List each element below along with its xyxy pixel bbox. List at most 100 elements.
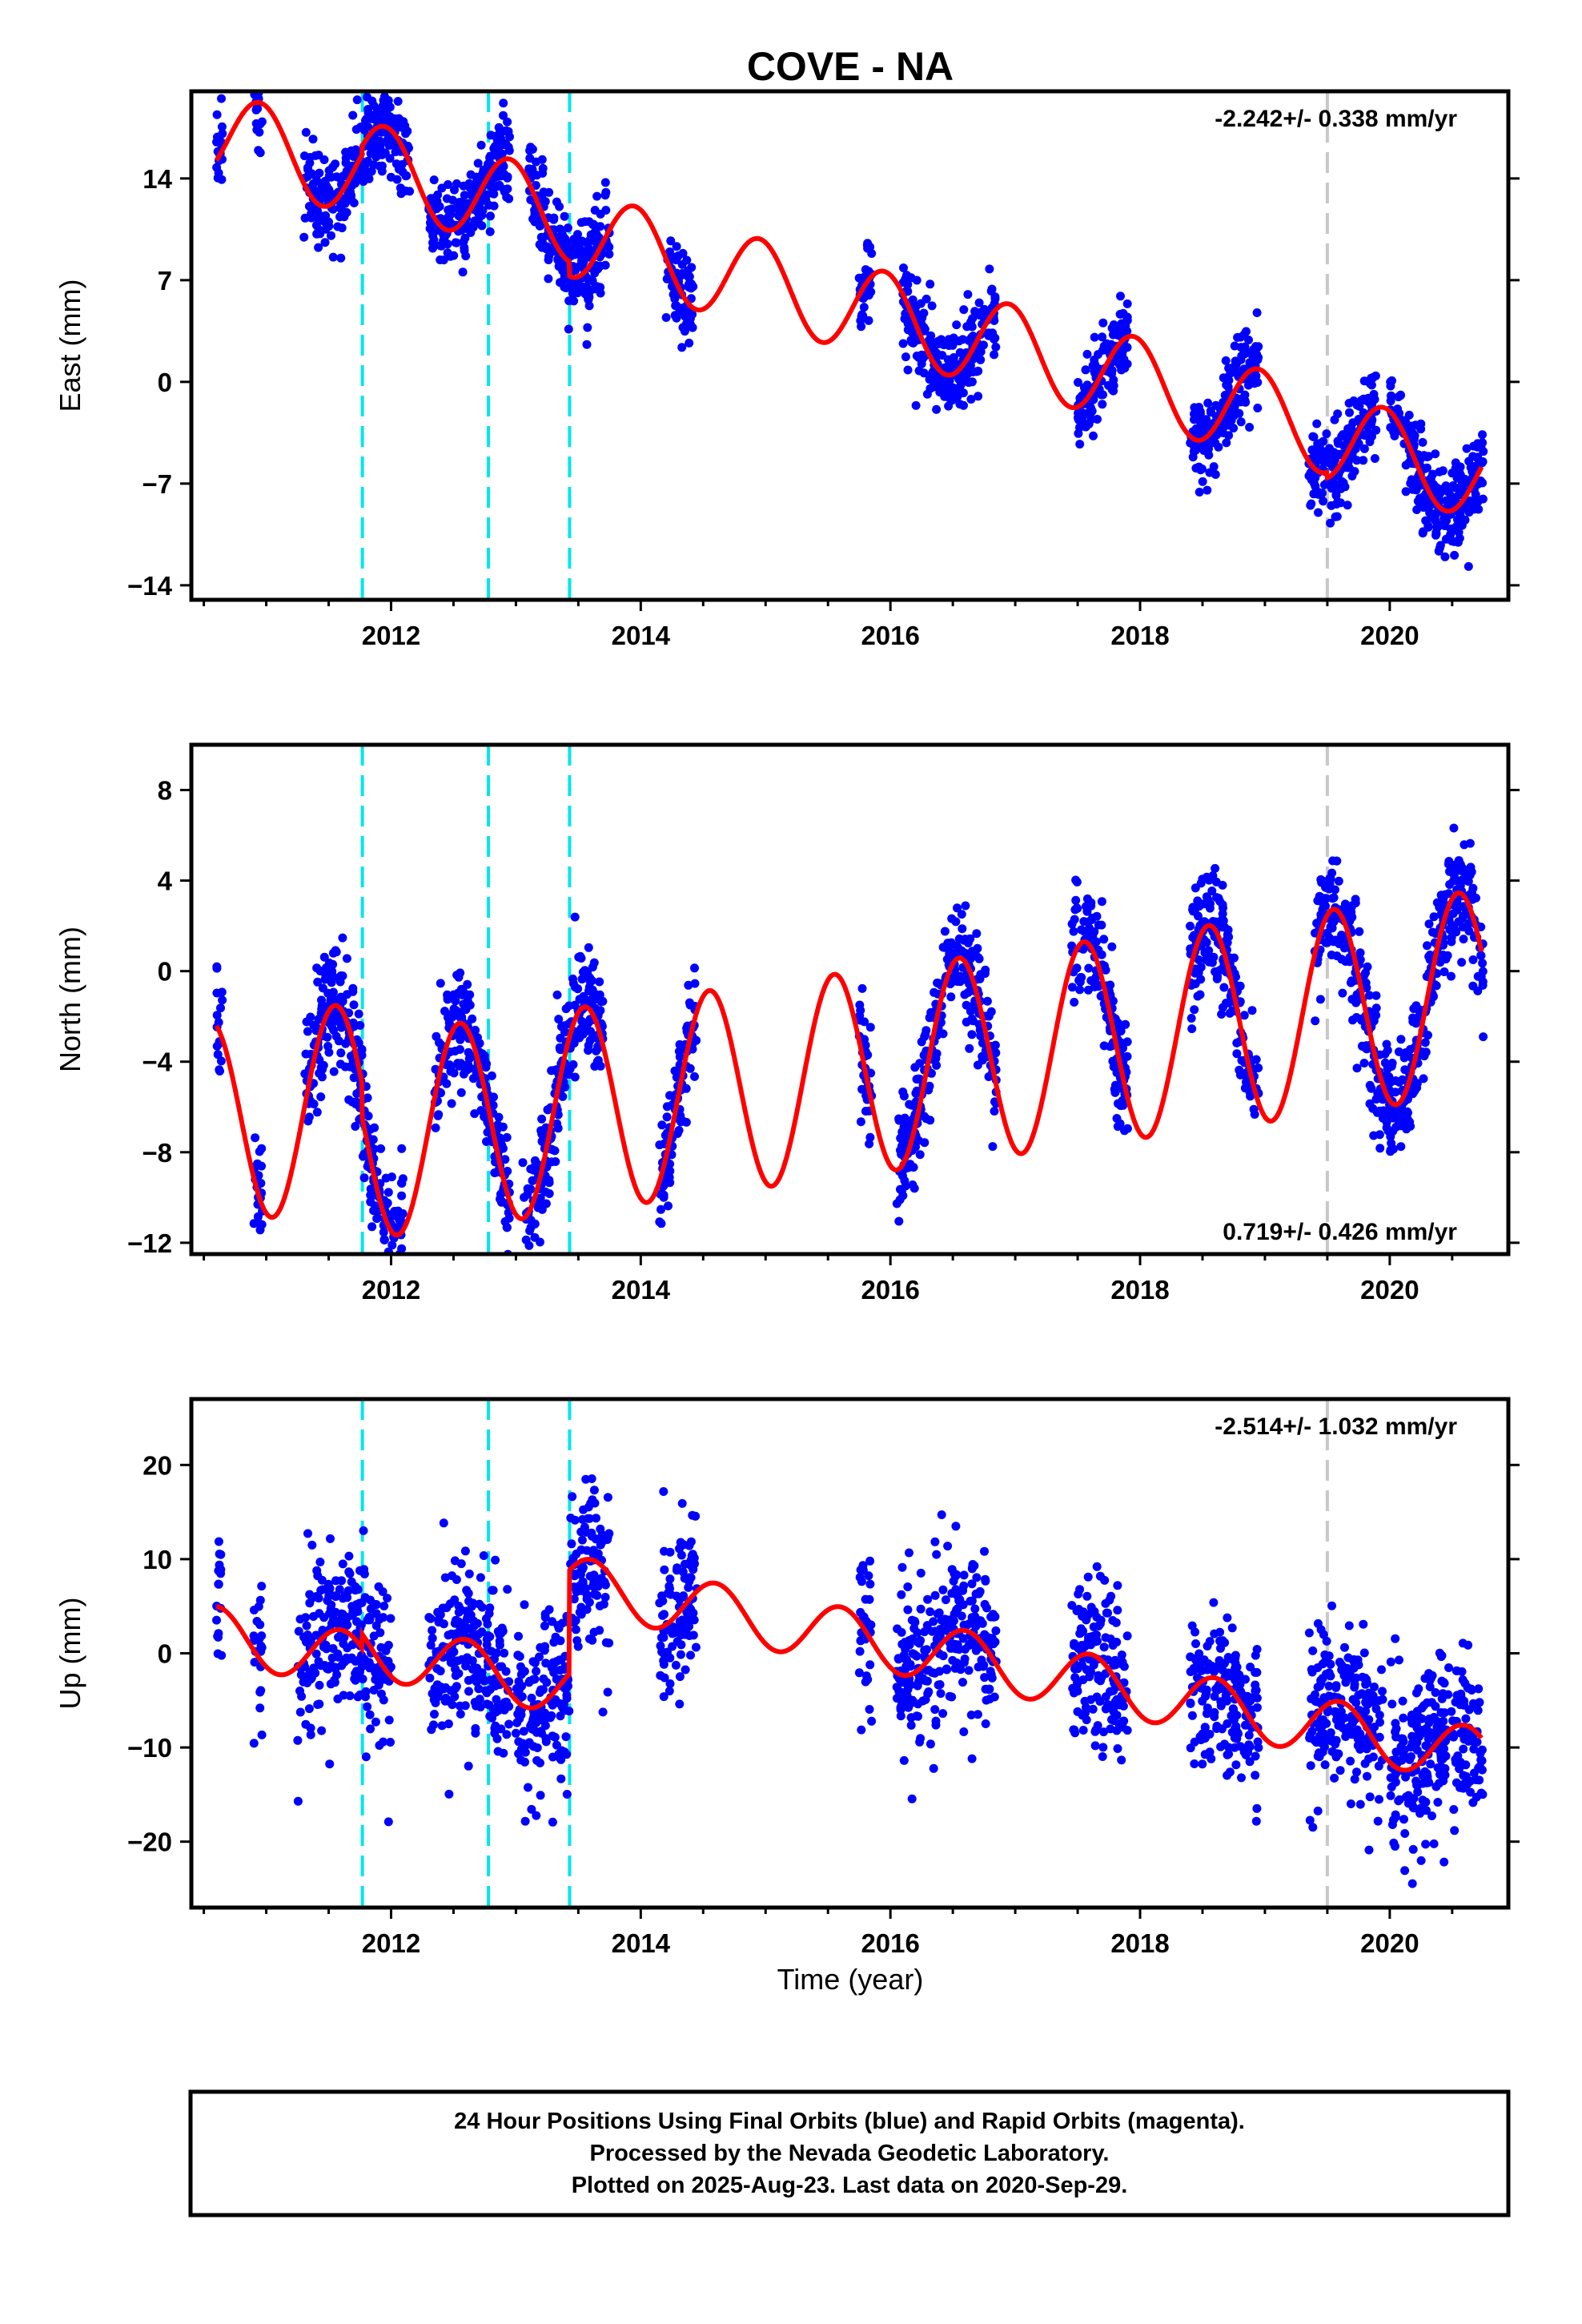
data-point — [338, 933, 347, 943]
data-point — [1084, 963, 1094, 973]
data-point — [319, 952, 329, 962]
data-point — [1327, 501, 1336, 510]
data-point — [354, 1009, 363, 1019]
data-point — [564, 239, 573, 248]
data-point — [391, 159, 401, 169]
data-point — [656, 1219, 666, 1228]
data-point — [576, 218, 586, 227]
data-point — [536, 1727, 546, 1736]
data-point — [954, 934, 964, 943]
data-point — [433, 190, 443, 199]
data-point — [1191, 424, 1201, 433]
data-point — [320, 238, 330, 247]
data-point — [317, 1001, 327, 1011]
data-point — [444, 1013, 452, 1023]
data-point — [685, 338, 694, 348]
data-point — [566, 1514, 576, 1522]
data-point — [672, 1591, 681, 1601]
data-point — [1089, 431, 1098, 440]
data-point — [903, 365, 913, 375]
data-point — [1316, 875, 1326, 884]
data-point — [487, 1071, 496, 1080]
data-point — [335, 1059, 345, 1069]
data-point — [1456, 470, 1465, 480]
data-point — [1464, 877, 1473, 887]
data-point — [577, 256, 586, 266]
data-point — [962, 368, 972, 377]
data-point — [327, 1653, 337, 1663]
data-point — [481, 196, 491, 206]
data-point — [216, 1056, 226, 1066]
data-point — [338, 1559, 347, 1569]
data-point — [1307, 499, 1316, 509]
data-point — [299, 232, 309, 242]
data-point — [544, 255, 553, 264]
data-point — [458, 267, 468, 277]
data-point — [584, 295, 593, 304]
data-point — [1371, 991, 1381, 1000]
data-point — [1382, 1039, 1391, 1049]
data-point — [466, 170, 476, 179]
data-point — [1311, 1016, 1320, 1026]
data-point — [951, 1522, 961, 1531]
data-point — [1074, 378, 1082, 387]
data-point — [493, 1747, 503, 1756]
data-point — [861, 265, 870, 275]
data-point — [865, 1579, 875, 1589]
data-point — [1440, 552, 1450, 561]
data-point — [358, 1152, 367, 1161]
data-point — [1108, 330, 1118, 340]
data-point — [982, 328, 992, 338]
data-point — [1478, 438, 1488, 448]
data-point — [1224, 376, 1234, 385]
data-point — [1462, 444, 1472, 453]
data-point — [361, 1752, 371, 1762]
data-point — [476, 1573, 485, 1582]
data-point — [1186, 1014, 1196, 1023]
data-point — [337, 223, 347, 233]
data-point — [317, 1726, 327, 1735]
data-point — [1386, 423, 1395, 432]
data-point — [967, 322, 977, 332]
data-point — [444, 1719, 453, 1729]
data-point — [543, 242, 552, 251]
data-point — [944, 335, 954, 344]
data-point — [215, 1560, 224, 1570]
data-point — [401, 171, 411, 181]
data-point — [352, 95, 362, 105]
data-point — [340, 199, 350, 208]
data-point — [1203, 485, 1212, 495]
data-point — [355, 123, 365, 132]
data-point — [1478, 430, 1487, 440]
data-point — [379, 1613, 388, 1622]
data-point — [444, 180, 452, 189]
data-point — [1456, 859, 1465, 869]
data-point — [381, 1257, 390, 1266]
data-point — [428, 243, 437, 253]
data-point — [1214, 442, 1223, 452]
data-point — [574, 952, 584, 962]
data-point — [1118, 308, 1128, 318]
data-point — [1082, 349, 1092, 359]
data-point — [375, 161, 384, 171]
x-tick-label: 2012 — [362, 621, 420, 650]
data-point — [1468, 497, 1478, 506]
data-point — [1240, 1084, 1250, 1093]
data-point — [456, 1559, 466, 1569]
data-point — [1468, 955, 1478, 964]
data-point — [1191, 464, 1201, 473]
data-point — [1344, 425, 1354, 435]
data-point — [214, 168, 223, 178]
data-point — [1195, 488, 1204, 497]
data-point — [363, 1702, 372, 1711]
data-point — [1192, 965, 1202, 975]
data-point — [1367, 380, 1376, 390]
data-point — [1211, 863, 1220, 873]
data-point — [561, 1732, 571, 1742]
data-point — [548, 1617, 557, 1626]
data-point — [967, 1030, 977, 1039]
data-point — [862, 240, 872, 250]
data-point — [456, 1604, 465, 1614]
